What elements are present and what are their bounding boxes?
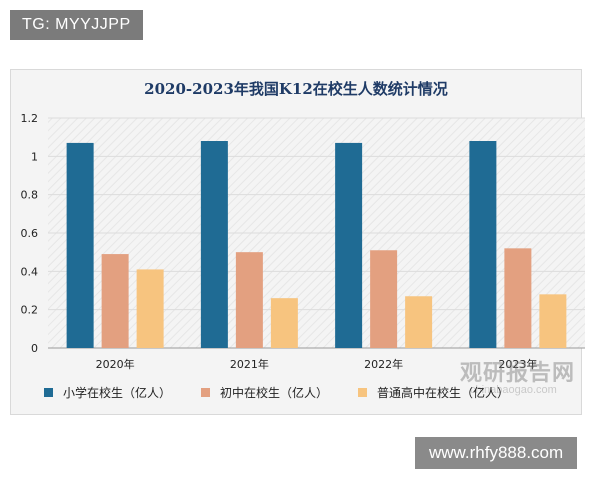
bar-senior-3: [539, 294, 567, 348]
bar-junior-1: [235, 252, 263, 348]
y-tick-label: 0.6: [21, 227, 39, 240]
legend-item-senior: 普通高中在校生（亿人）: [358, 384, 509, 401]
y-tick-label: 1: [31, 150, 38, 163]
watermark-url: chinabaogao.com: [470, 384, 557, 396]
bar-senior-0: [136, 269, 164, 348]
legend-label-junior: 初中在校生（亿人）: [220, 386, 329, 400]
legend-label-senior: 普通高中在校生（亿人）: [377, 386, 510, 400]
legend-swatch-junior: [201, 388, 211, 397]
chart-title: 2020-2023年我国K12在校生人数统计情况: [144, 80, 448, 98]
bar-junior-2: [370, 250, 398, 348]
x-tick-label: 2021年: [230, 357, 269, 371]
tg-badge: TG: MYYJJPP: [10, 10, 143, 40]
legend: 小学在校生（亿人） 初中在校生（亿人） 普通高中在校生（亿人）: [44, 384, 509, 401]
bar-senior-2: [405, 296, 433, 348]
bar-primary-2: [335, 142, 363, 348]
watermark-logo: 观研报告网: [460, 361, 576, 386]
legend-label-primary: 小学在校生（亿人）: [63, 386, 172, 400]
y-axis-ticks: 0 0.2 0.4 0.6 0.8 1 1.2: [21, 112, 39, 355]
y-tick-label: 0: [31, 342, 38, 355]
bar-junior-3: [504, 248, 532, 348]
y-tick-label: 0.4: [21, 265, 39, 278]
bar-senior-1: [270, 298, 298, 348]
legend-item-primary: 小学在校生（亿人）: [44, 384, 171, 401]
bar-primary-0: [66, 142, 94, 348]
y-tick-label: 1.2: [21, 112, 39, 125]
y-tick-label: 0.8: [21, 189, 39, 202]
bar-junior-0: [101, 254, 129, 348]
bars: [66, 141, 567, 348]
x-tick-label: 2022年: [364, 357, 403, 371]
legend-swatch-senior: [358, 388, 368, 397]
bar-primary-1: [200, 141, 228, 348]
legend-swatch-primary: [44, 388, 53, 397]
x-tick-label: 2020年: [96, 357, 135, 371]
x-axis-ticks: 2020年 2021年 2022年 2023年: [96, 357, 538, 371]
site-badge: www.rhfy888.com: [415, 437, 578, 469]
legend-item-junior: 初中在校生（亿人）: [201, 384, 328, 401]
x-tick-label: 2023年: [498, 357, 537, 371]
bar-primary-3: [469, 141, 497, 348]
y-tick-label: 0.2: [21, 304, 39, 317]
